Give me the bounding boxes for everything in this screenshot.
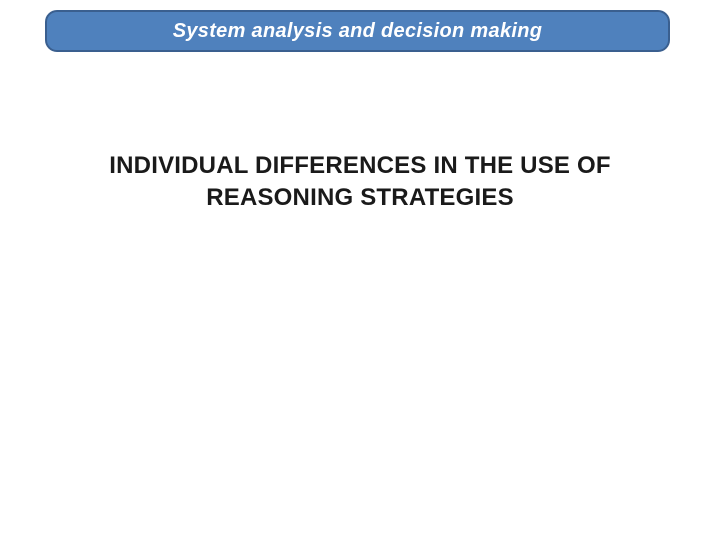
header-title: System analysis and decision making [173,20,543,43]
main-heading: INDIVIDUAL DIFFERENCES IN THE USE OF REA… [60,150,660,215]
header-banner: System analysis and decision making [45,10,670,52]
